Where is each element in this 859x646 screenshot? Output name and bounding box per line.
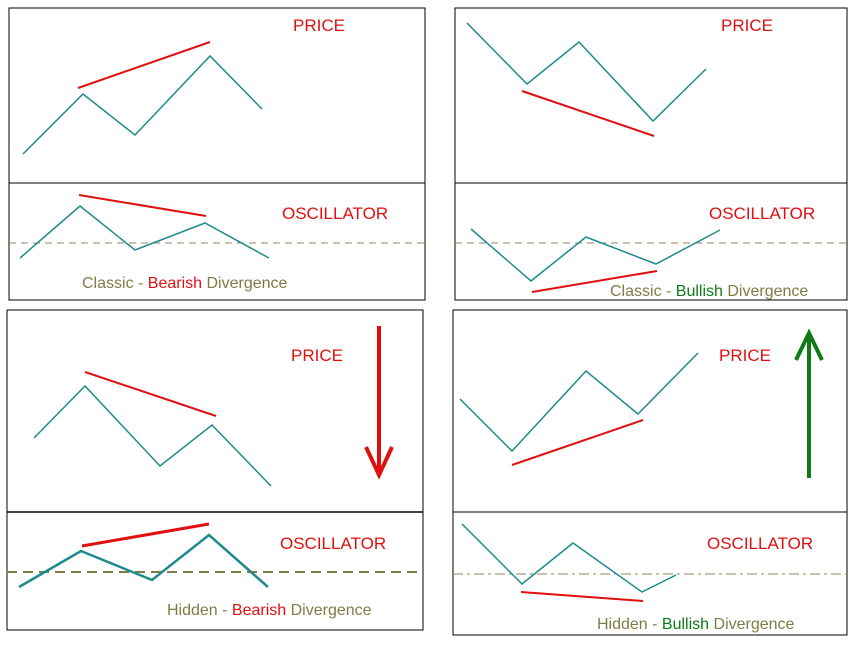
price-line [459, 352, 699, 453]
caption-keyword: Bullish [662, 616, 709, 633]
price-divergence-line [511, 419, 644, 466]
panel-frame [6, 309, 424, 631]
panel-classic-bullish: PRICE OSCILLATOR Classic - Bullish Diver… [454, 7, 848, 301]
caption-keyword: Bullish [676, 283, 723, 300]
price-line [466, 22, 707, 123]
panel-hidden-bearish: PRICE OSCILLATOR Hidden - Bearish Diverg… [6, 309, 424, 631]
price-label: PRICE [719, 346, 771, 365]
price-label: PRICE [293, 16, 345, 35]
price-label: PRICE [291, 346, 343, 365]
oscillator-line [18, 533, 269, 589]
panel-frame [454, 7, 848, 301]
oscillator-line [19, 205, 270, 259]
price-divergence-line [84, 371, 217, 417]
oscillator-label: OSCILLATOR [282, 204, 388, 223]
oscillator-label: OSCILLATOR [709, 204, 815, 223]
oscillator-divergence-line [78, 194, 207, 217]
caption-keyword: Bearish [232, 602, 286, 619]
panel-frame [452, 309, 848, 636]
price-divergence-line [77, 41, 211, 89]
price-divergence-line [521, 90, 655, 137]
oscillator-divergence-line [81, 522, 210, 548]
oscillator-label: OSCILLATOR [707, 534, 813, 553]
price-line [33, 384, 272, 487]
down-red-arrow-icon [364, 326, 394, 480]
up-green-arrow-icon [794, 328, 824, 478]
caption: Classic - Bearish Divergence [82, 275, 288, 292]
caption-keyword: Bearish [148, 275, 202, 292]
price-label: PRICE [721, 16, 773, 35]
oscillator-line [470, 228, 721, 282]
oscillator-divergence-line [531, 270, 658, 293]
price-line [22, 54, 263, 155]
caption: Classic - Bullish Divergence [610, 283, 808, 300]
panel-hidden-bullish: PRICE OSCILLATOR Hidden - Bullish Diverg… [452, 309, 848, 636]
panel-classic-bearish: PRICE OSCILLATOR Classic - Bearish Diver… [8, 7, 426, 301]
oscillator-line [461, 523, 677, 593]
oscillator-divergence-line [520, 591, 644, 602]
panel-frame [8, 7, 426, 301]
oscillator-label: OSCILLATOR [280, 534, 386, 553]
caption: Hidden - Bullish Divergence [597, 616, 795, 633]
caption: Hidden - Bearish Divergence [167, 602, 372, 619]
